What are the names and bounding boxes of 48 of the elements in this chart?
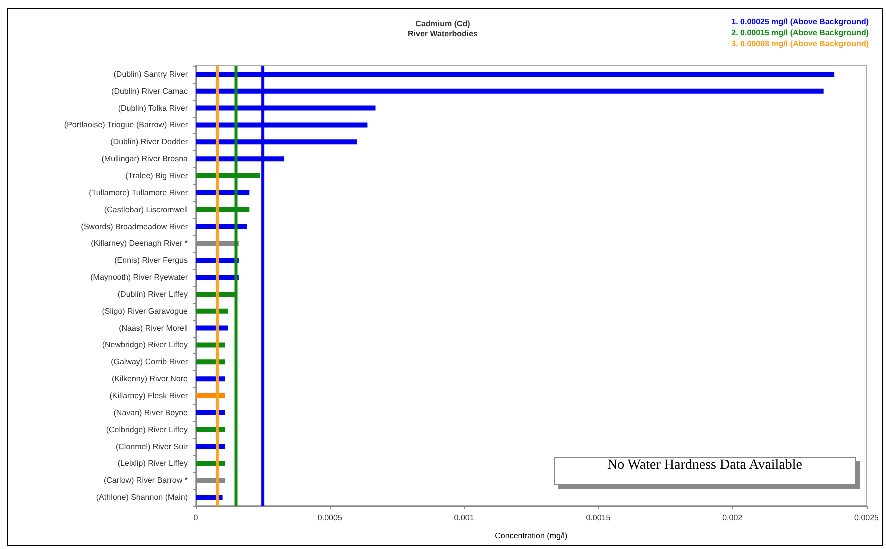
ref-line-label: 3. 0.00008 mg/l (Above Background) <box>732 40 870 48</box>
x-tick-label: 0.001 <box>454 514 475 522</box>
x-tick-label: 0.002 <box>722 514 744 522</box>
bar <box>196 461 226 466</box>
ref-line-label: 1. 0.00025 mg/l (Above Background) <box>732 18 870 26</box>
y-tick-label: (Clonmel) River Suir <box>116 442 188 452</box>
y-tick-label: (Swords) Broadmeadow River <box>81 222 188 232</box>
y-tick-label: (Kilkenny) River Nore <box>112 374 189 384</box>
y-tick-label: (Dublin) River Liffey <box>118 290 188 299</box>
y-tick-label: (Dublin) Tolka River <box>118 104 188 113</box>
x-tick-label: 0 <box>194 514 199 522</box>
bar <box>196 444 226 450</box>
y-tick-label: (Ennis) River Fergus <box>114 256 188 266</box>
y-tick-label: (Killarney) Flesk River <box>110 392 188 400</box>
y-tick-label: (Dublin) River Dodder <box>110 138 188 147</box>
y-tick-label: (Sligo) River Garavogue <box>102 306 189 316</box>
y-tick-label: (Naas) River Morell <box>119 324 188 333</box>
y-tick-label: (Athlone) Shannon (Main) <box>96 493 188 502</box>
y-tick-label: (Mullingar) River Brosna <box>102 154 189 164</box>
ref-line-label: 2. 0.00015 mg/l (Above Background) <box>732 28 870 38</box>
y-tick-label: (Leixlip) River Liffey <box>118 459 188 468</box>
x-tick-label: 0.0025 <box>854 514 880 522</box>
y-tick-label: (Navan) River Boyne <box>114 408 189 418</box>
x-tick-label: 0.0005 <box>318 514 343 522</box>
bar <box>196 326 228 331</box>
bar <box>196 342 226 348</box>
y-tick-label: (Castlebar) Liscromwell <box>104 205 188 214</box>
y-tick-label: (Maynooth) River Ryewater <box>90 273 188 282</box>
y-tick-label: (Galway) Corrib River <box>111 358 188 367</box>
bar <box>196 394 226 398</box>
y-tick-label: (Dublin) Santry River <box>114 70 188 79</box>
y-tick-label: (Killarney) Deenagh River * <box>91 239 188 248</box>
bar <box>196 410 226 416</box>
bar <box>196 427 226 432</box>
x-axis-title: Concentration (mg/l) <box>495 532 568 540</box>
y-tick-label: (Portlaoise) Triogue (Barrow) River <box>64 120 188 130</box>
y-tick-label: (Newbridge) River Liffey <box>102 340 188 350</box>
y-tick-label: (Tullamore) Tullamore River <box>89 188 188 198</box>
bar <box>196 376 226 382</box>
chart-subtitle: River Waterbodies <box>408 30 479 38</box>
bar <box>196 308 228 314</box>
y-tick-label: (Dublin) River Camac <box>112 86 188 96</box>
y-tick-label: (Carlow) River Barrow * <box>104 476 188 486</box>
y-tick-label: (Celbridge) River Liffey <box>106 425 188 434</box>
x-tick-label: 0.0015 <box>586 514 612 522</box>
chart-title: Cadmium (Cd) <box>416 20 471 28</box>
y-tick-label: (Tralee) Big River <box>126 172 188 180</box>
bar <box>196 360 226 365</box>
